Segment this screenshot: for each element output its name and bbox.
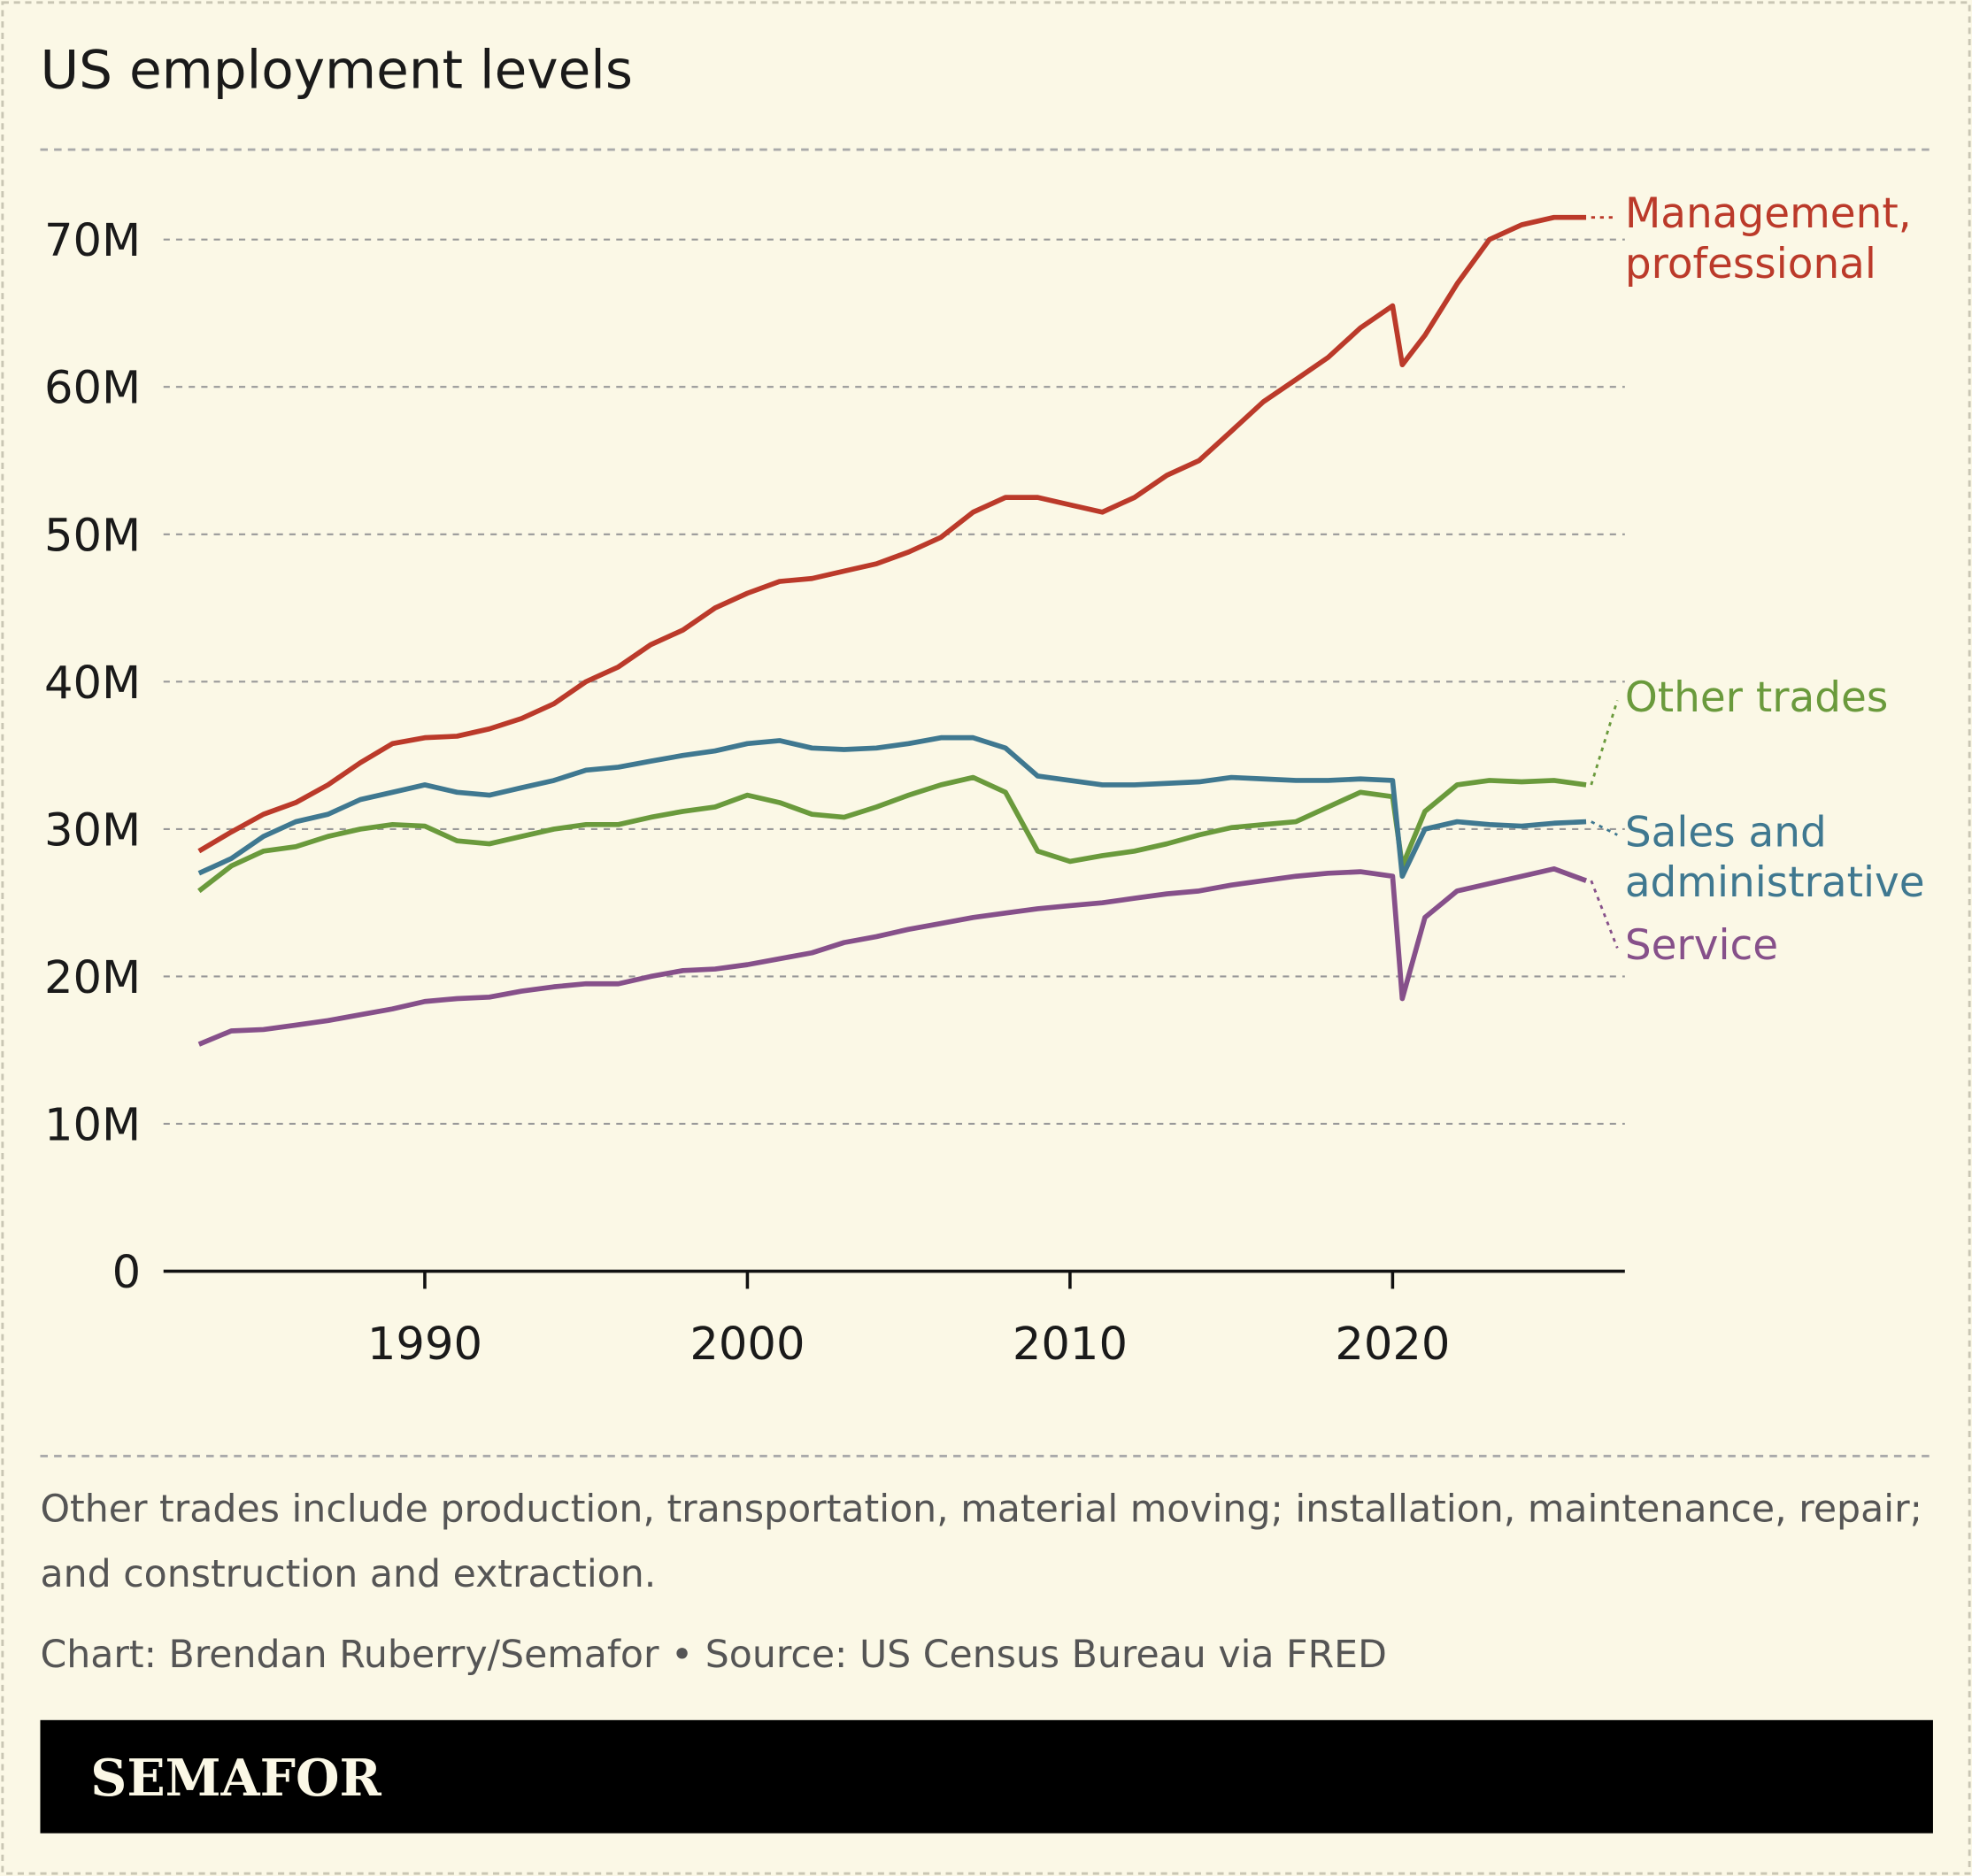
y-tick-label: 0 <box>112 1247 142 1299</box>
y-tick-label: 30M <box>44 804 141 857</box>
source: Chart: Brendan Ruberry/Semafor • Source:… <box>40 1633 1386 1677</box>
legend-item: Other trades <box>1624 673 1889 722</box>
plot: 0 10M 20M 30M 40M 50M 60M 70M 1990 2000 2010 2020 Ma… <box>44 188 1925 1371</box>
series-line <box>197 214 1587 854</box>
note-box: Other trades include production, transpo… <box>40 1487 1922 1597</box>
brand-bar <box>40 1719 1933 1834</box>
legend-label: Sales and administrative <box>1624 807 1925 907</box>
leader <box>1590 700 1619 786</box>
y-tick-label: 60M <box>44 363 141 415</box>
x-tick-label: 2000 <box>689 1319 805 1371</box>
y-tick-label: 10M <box>44 1099 141 1151</box>
leader <box>1590 880 1619 949</box>
legend-label: Service <box>1624 920 1779 970</box>
y-tick-label: 50M <box>44 510 141 562</box>
y-tick-label: 70M <box>44 215 141 267</box>
series-line <box>197 774 1587 894</box>
x-tick-label: 2010 <box>1013 1319 1128 1371</box>
series-line <box>197 866 1588 1047</box>
x-tick-label: 2020 <box>1335 1319 1450 1371</box>
legend-label: Other trades <box>1624 673 1889 722</box>
legend-item: Sales and administrative <box>1624 807 1925 907</box>
legend-item: Service <box>1624 920 1779 970</box>
legend-label: Management, professional <box>1624 188 1912 288</box>
series-line <box>197 734 1587 880</box>
y-tick-label: 40M <box>44 657 141 710</box>
brand: SEMAFOR <box>90 1749 381 1808</box>
legend-item: Management, professional <box>1624 188 1912 288</box>
y-tick-label: 20M <box>44 952 141 1004</box>
x-tick-label: 1990 <box>367 1319 482 1371</box>
note: Other trades include production, transpo… <box>40 1487 1922 1597</box>
chart-title: US employment levels <box>40 40 632 101</box>
